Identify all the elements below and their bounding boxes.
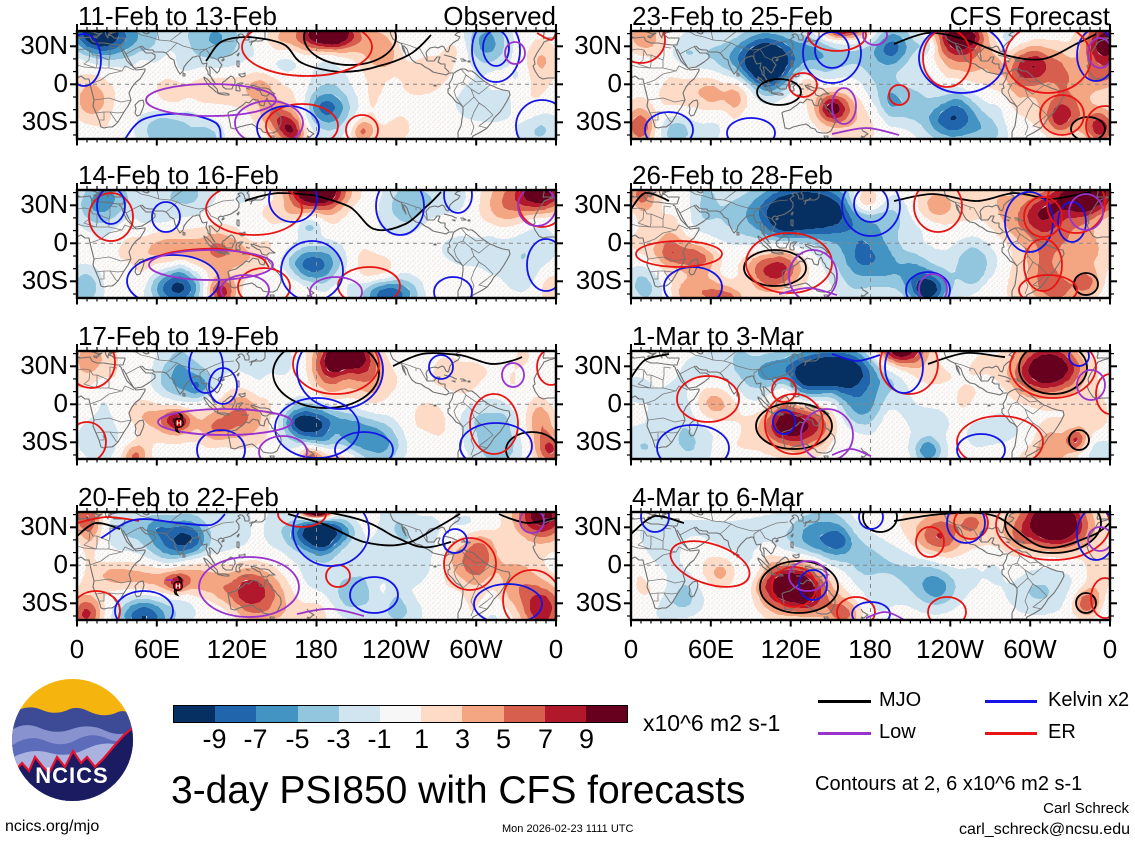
svg-text:H: H — [176, 419, 181, 428]
svg-text:NCICS: NCICS — [35, 763, 108, 788]
svg-text:H: H — [175, 582, 180, 591]
